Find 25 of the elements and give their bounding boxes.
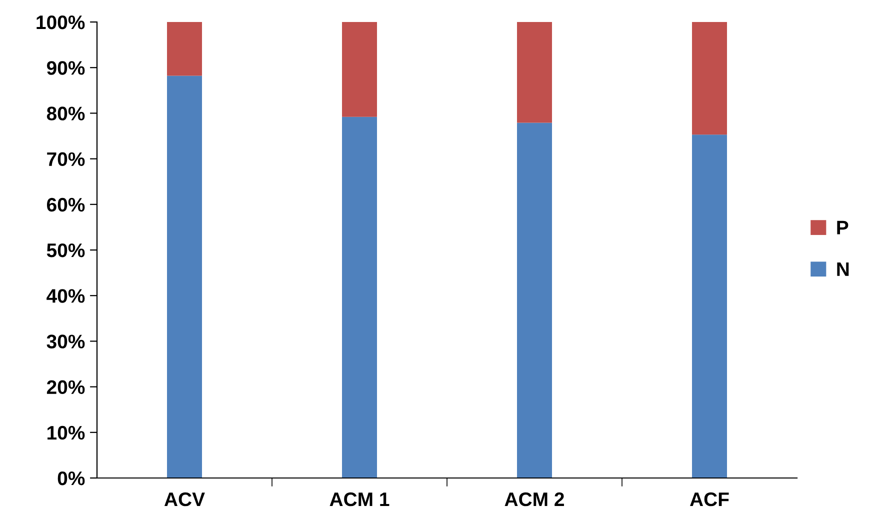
bar xyxy=(342,22,377,117)
y-tick-label: 70% xyxy=(47,152,85,166)
bar xyxy=(517,122,552,478)
x-tick-label: ACF xyxy=(690,492,729,506)
x-tick-label: ACM 2 xyxy=(504,492,564,506)
y-tick-label: 50% xyxy=(46,243,85,258)
legend-label: P xyxy=(837,220,848,234)
y-tick-label: 10% xyxy=(48,426,85,440)
y-tick-label: 0% xyxy=(58,471,85,486)
y-tick-label: 40% xyxy=(46,289,85,303)
bar xyxy=(517,22,552,123)
bar xyxy=(342,116,377,478)
y-tick-label: 90% xyxy=(46,61,85,75)
bar xyxy=(167,22,202,76)
bar xyxy=(692,134,727,478)
bar xyxy=(692,22,727,135)
y-tick-label: 30% xyxy=(46,334,85,348)
y-tick-label: 60% xyxy=(46,198,85,212)
y-tick-label: 80% xyxy=(46,106,85,120)
legend-label: N xyxy=(837,262,849,276)
y-tick-label: 20% xyxy=(46,380,85,394)
y-tick-label: 100% xyxy=(36,15,85,30)
bar xyxy=(167,76,202,478)
x-tick-label: ACM 1 xyxy=(330,492,390,506)
x-tick-label: ACV xyxy=(164,492,205,506)
